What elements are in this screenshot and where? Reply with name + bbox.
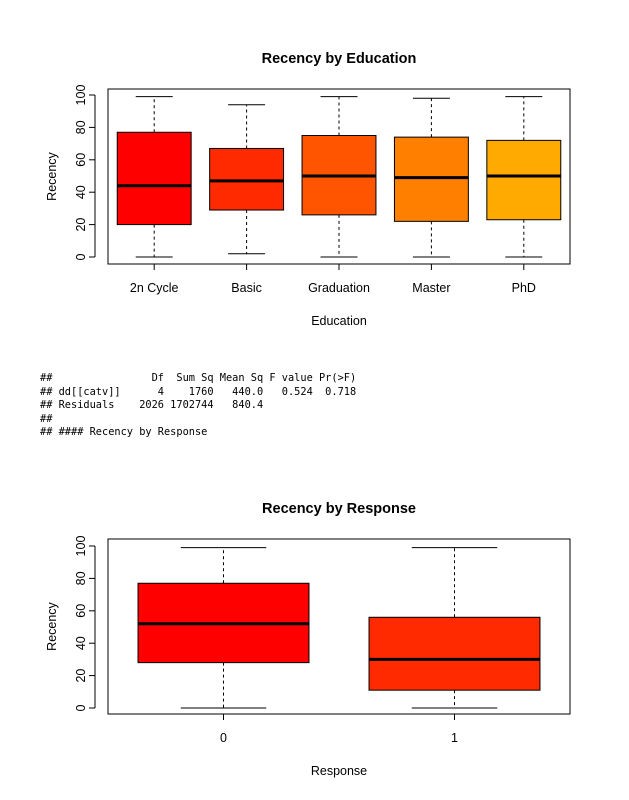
recency-by-response-chart: Recency by Response 0 20 40 60 80 100 Recency Re… [0,490,629,790]
x-axis-label: Response [311,764,367,778]
box-iqr [393,136,469,222]
y-tick-label: 40 [74,185,88,199]
y-tick-label: 60 [74,153,88,167]
x-tick-label: PhD [512,281,536,295]
y-axis-label: Recency [45,151,59,200]
console-line: ## dd[[catv]] 4 1760 440.0 0.524 0.718 [40,385,357,398]
box-iqr [116,131,192,226]
console-line: ## Df Sum Sq Mean Sq F value Pr(>F) [40,372,357,384]
y-tick-label: 0 [74,253,88,260]
y-axis-label: Recency [45,601,59,650]
x-tick-label: 1 [451,731,458,745]
chart-title: Recency by Education [262,51,417,67]
box-iqr [486,139,562,221]
recency-by-education-plot: Recency by Education 0 20 40 60 80 100 Recency E… [45,51,571,328]
x-tick-label: 2n Cycle [130,281,179,295]
x-tick-label: Master [412,281,450,295]
x-tick-label: Basic [231,281,262,295]
y-tick-label: 80 [74,120,88,134]
y-tick-label: 20 [74,218,88,232]
x-tick-label: Graduation [308,281,370,295]
box-iqr [209,147,285,211]
box-iqr [368,616,541,691]
recency-by-response-plot: Recency by Response 0 20 40 60 80 100 Recency Re… [45,501,571,778]
y-tick-label: 60 [74,604,88,618]
chart-title: Recency by Response [262,501,416,517]
console-output: ## Df Sum Sq Mean Sq F value Pr(>F) ## dd… [40,372,356,440]
x-axis-label: Education [311,314,367,328]
y-tick-label: 40 [74,636,88,650]
console-line: ## [40,412,53,425]
y-tick-label: 20 [74,669,88,683]
console-line: ## Residuals 2026 1702744 840.4 [40,399,264,411]
y-tick-label: 0 [74,704,88,711]
y-tick-label: 80 [74,571,88,585]
x-tick-label: 0 [220,731,227,745]
y-tick-label: 100 [74,85,88,106]
y-tick-label: 100 [74,536,88,557]
recency-by-education-chart: Recency by Education 0 20 40 60 80 100 Recency E… [0,0,629,340]
console-line: ## #### Recency by Response [40,426,208,438]
